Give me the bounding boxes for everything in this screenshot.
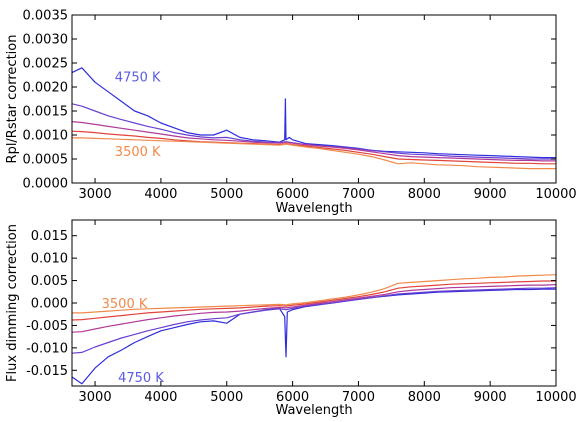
series-group bbox=[72, 274, 556, 385]
y-tick-label: -0.015 bbox=[26, 364, 68, 379]
y-tick-label: 0.0005 bbox=[23, 153, 69, 168]
x-tick-label: 3000 bbox=[79, 390, 112, 405]
y-tick-label: -0.010 bbox=[26, 341, 68, 356]
x-tick-label: 8000 bbox=[408, 390, 441, 405]
x-tick-label: 6000 bbox=[276, 390, 309, 405]
x-tick-label: 8000 bbox=[408, 187, 441, 202]
series-line-4 bbox=[72, 130, 556, 165]
series-line-5 bbox=[72, 137, 556, 170]
x-tick-label: 6000 bbox=[276, 187, 309, 202]
chart-panel-2: 3000 4000 5000 6000 7000 8000 9000 10000 -0.015 -… bbox=[5, 219, 577, 418]
x-axis-label: Wavelength bbox=[275, 201, 352, 216]
x-tick-label: 5000 bbox=[210, 187, 243, 202]
series-line-4 bbox=[72, 280, 556, 321]
y-tick-label: 0.0020 bbox=[23, 81, 69, 96]
y-tick-label: 0.005 bbox=[31, 274, 68, 289]
series-line-3 bbox=[72, 284, 556, 333]
temperature-annotation: 4750 K bbox=[115, 70, 161, 85]
y-tick-label: 0.010 bbox=[31, 252, 68, 267]
x-tick-label: 10000 bbox=[535, 390, 576, 405]
y-tick-label: 0.0010 bbox=[23, 129, 69, 144]
x-tick-label: 3000 bbox=[79, 187, 112, 202]
plot-frame bbox=[71, 14, 557, 184]
y-axis-label: Rpl/Rstar correction bbox=[5, 35, 20, 164]
x-tick-label: 7000 bbox=[342, 187, 375, 202]
y-axis-label: Flux dimming correction bbox=[5, 224, 20, 382]
series-line-1 bbox=[72, 67, 556, 159]
y-tick-label: -0.005 bbox=[26, 319, 68, 334]
y-tick-label: 0.0000 bbox=[23, 177, 69, 192]
temperature-annotation: 3500 K bbox=[102, 297, 148, 312]
y-tick-label: 0.0015 bbox=[23, 105, 69, 120]
chart-panel-1: 3000 4000 5000 6000 7000 8000 9000 10000 0.0000 0… bbox=[5, 9, 577, 217]
y-tick-label: 0.0025 bbox=[23, 57, 69, 72]
x-tick-label: 4000 bbox=[144, 390, 177, 405]
x-tick-label: 4000 bbox=[144, 187, 177, 202]
x-tick-label: 10000 bbox=[535, 187, 576, 202]
x-tick-label: 5000 bbox=[210, 390, 243, 405]
x-tick-label: 9000 bbox=[474, 187, 507, 202]
x-tick-label: 7000 bbox=[342, 390, 375, 405]
series-line-2 bbox=[72, 287, 556, 354]
series-line-5 bbox=[72, 274, 556, 314]
temperature-annotation: 4750 K bbox=[118, 371, 164, 386]
x-axis-label: Wavelength bbox=[275, 403, 352, 418]
y-tick-label: 0.000 bbox=[31, 297, 68, 312]
series-group bbox=[72, 67, 556, 170]
y-tick-label: 0.0030 bbox=[23, 33, 69, 48]
y-tick-label: 0.015 bbox=[31, 229, 68, 244]
x-tick-label: 9000 bbox=[474, 390, 507, 405]
y-tick-label: 0.0035 bbox=[23, 9, 69, 24]
series-line-3 bbox=[72, 121, 556, 162]
temperature-annotation: 3500 K bbox=[115, 145, 161, 160]
series-line-1 bbox=[72, 288, 556, 385]
